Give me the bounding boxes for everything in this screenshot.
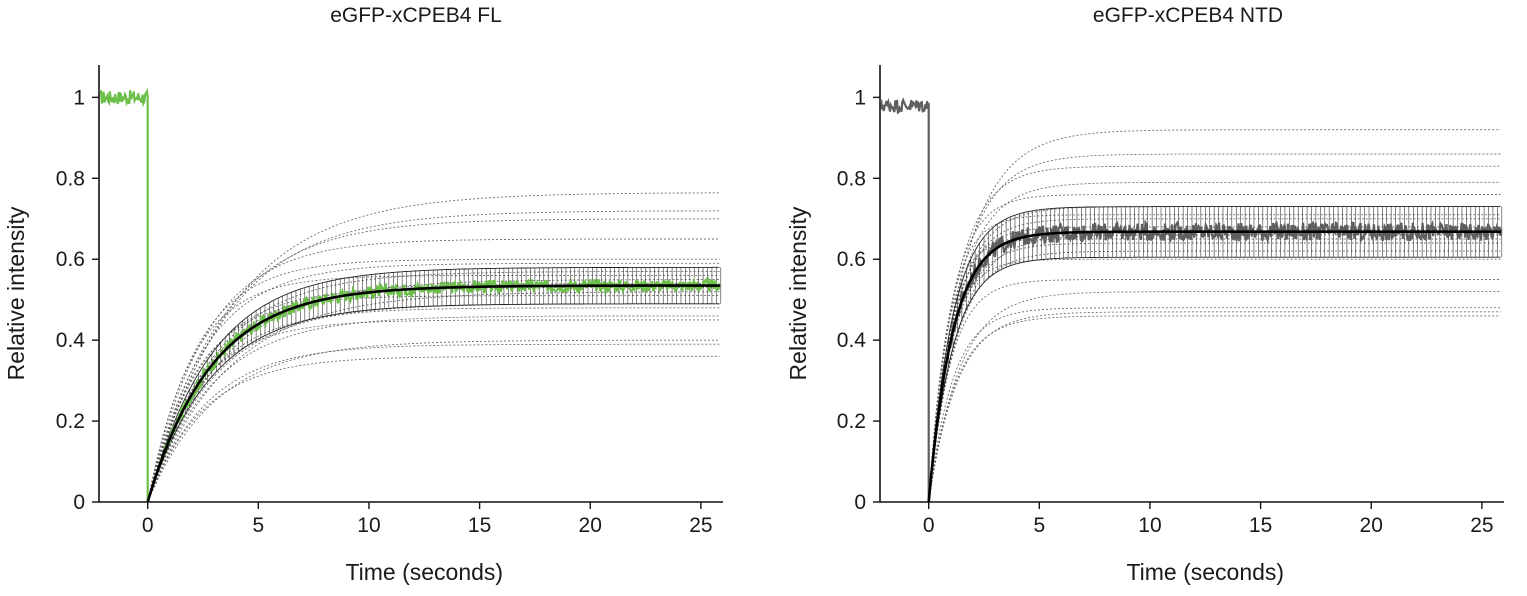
individual-fit-curve xyxy=(147,303,720,503)
x-tick-label: 20 xyxy=(1360,514,1383,537)
y-tick-label: 0.4 xyxy=(837,329,867,352)
measured-intensity-trace xyxy=(99,87,722,503)
x-tick-label: 0 xyxy=(923,514,935,537)
individual-fit-curve xyxy=(147,258,720,503)
individual-fit-curve xyxy=(928,311,1501,503)
individual-fit-curve xyxy=(928,226,1501,503)
x-tick-label: 5 xyxy=(1033,514,1045,537)
individual-fit-curve xyxy=(928,238,1501,503)
y-tick-label: 0.4 xyxy=(56,329,86,352)
y-tick-label: 0.8 xyxy=(56,167,85,190)
error-band-lower xyxy=(928,256,1501,503)
individual-fit-curve xyxy=(928,258,1501,503)
individual-fit-curve xyxy=(147,315,720,503)
y-tick-label: 0.8 xyxy=(837,167,866,190)
individual-fit-curve xyxy=(928,218,1501,503)
individual-fit-curve xyxy=(928,129,1501,503)
individual-fit-curve xyxy=(147,295,720,503)
individual-fit-curve xyxy=(147,355,720,503)
x-tick-label: 25 xyxy=(1470,514,1493,537)
y-axis-label: Relative intensity xyxy=(785,206,811,380)
individual-fit-curve xyxy=(928,291,1501,503)
individual-fit-curve xyxy=(928,242,1501,503)
individual-fit-curve xyxy=(147,343,720,503)
error-band-upper xyxy=(928,206,1501,503)
y-tick-label: 0.6 xyxy=(56,248,85,271)
individual-fit-curve xyxy=(928,153,1501,503)
individual-fit-curve xyxy=(928,234,1501,503)
panel-fl: eGFP-xCPEB4 FL Relative intensity Time (se… xyxy=(3,4,723,585)
y-tick-label: 0 xyxy=(854,491,866,514)
x-tick-label: 10 xyxy=(1138,514,1161,537)
y-tick-label: 0.2 xyxy=(56,410,85,433)
y-tick-label: 0.6 xyxy=(837,248,866,271)
individual-fit-curve xyxy=(928,250,1501,503)
y-tick-label: 0.2 xyxy=(837,410,866,433)
individual-fit-curve xyxy=(147,210,720,503)
error-band-lower xyxy=(147,303,720,503)
y-tick-label: 0 xyxy=(73,491,85,514)
individual-fit-curve xyxy=(147,291,720,503)
individual-fit-curve xyxy=(147,270,720,503)
x-tick-label: 15 xyxy=(1249,514,1272,537)
y-axis-label: Relative intensity xyxy=(3,206,29,380)
individual-fit-curve xyxy=(928,165,1501,503)
individual-fit-curve xyxy=(928,307,1501,503)
individual-fit-curve xyxy=(147,274,720,503)
individual-fit-curve xyxy=(928,315,1501,503)
individual-fit-curve xyxy=(147,238,720,503)
individual-fit-curve xyxy=(147,218,720,503)
x-tick-label: 25 xyxy=(689,514,712,537)
measured-intensity-trace xyxy=(880,97,1503,503)
x-tick-label: 20 xyxy=(579,514,602,537)
x-axis-label: Time (seconds) xyxy=(1126,559,1284,585)
individual-fit-curve xyxy=(928,194,1501,503)
individual-fit-curve xyxy=(928,279,1501,503)
individual-fit-curve xyxy=(147,279,720,503)
panel-ntd: eGFP-xCPEB4 NTD Relative intensity Time (s… xyxy=(785,4,1504,585)
x-tick-label: 10 xyxy=(357,514,380,537)
panel-title: eGFP-xCPEB4 FL xyxy=(330,4,502,27)
panel-title: eGFP-xCPEB4 NTD xyxy=(1093,4,1283,27)
individual-fit-curve xyxy=(147,307,720,503)
individual-fit-curve xyxy=(147,319,720,503)
y-tick-label: 1 xyxy=(73,86,85,109)
x-axis-label: Time (seconds) xyxy=(345,559,503,585)
x-tick-label: 0 xyxy=(142,514,154,537)
mean-fit-curve xyxy=(927,230,1501,503)
individual-fit-curve xyxy=(928,181,1501,503)
x-tick-label: 5 xyxy=(252,514,264,537)
y-tick-label: 1 xyxy=(854,86,866,109)
individual-fit-curve xyxy=(147,262,720,503)
mean-fit-curve xyxy=(146,284,720,503)
x-tick-label: 15 xyxy=(468,514,491,537)
individual-fit-curve xyxy=(928,214,1501,503)
error-band-upper xyxy=(147,266,720,503)
individual-fit-curve xyxy=(147,339,720,503)
